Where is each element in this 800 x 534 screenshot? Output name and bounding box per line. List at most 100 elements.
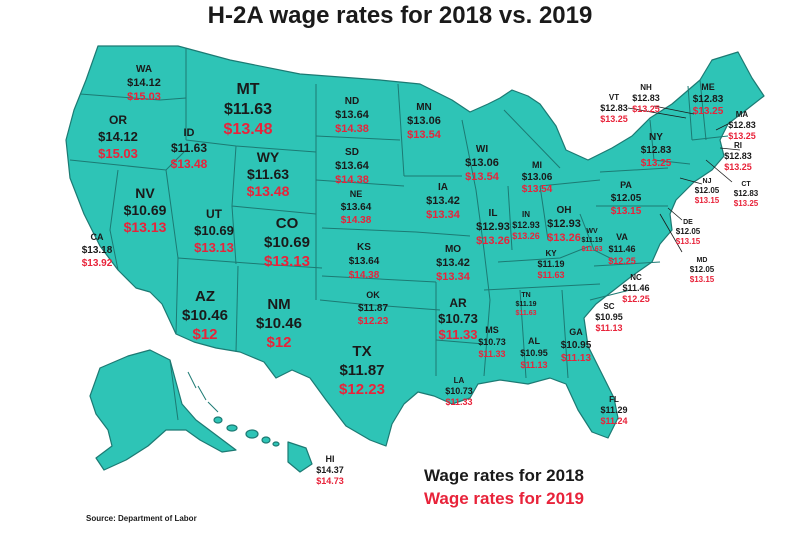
- state-abbr: MI: [532, 160, 542, 170]
- state-abbr: MN: [416, 102, 432, 113]
- state-borders: [69, 48, 729, 379]
- wage-2019: $12: [192, 326, 217, 343]
- state-abbr: CT: [741, 181, 751, 188]
- state-abbr: TN: [521, 292, 530, 299]
- state-label-de: DE$12.05$13.15: [676, 219, 701, 246]
- wage-2019: $13.15: [676, 237, 701, 246]
- state-abbr: NM: [267, 296, 290, 313]
- wage-2018: $12.05: [695, 186, 720, 195]
- state-label-ca: CA $13.18 $13.92: [82, 232, 113, 269]
- state-label-nh: NH$12.83$13.25: [632, 83, 660, 114]
- wage-2019: $14.38: [341, 215, 372, 226]
- state-label-ma: MA$12.83$13.25: [728, 110, 756, 141]
- state-abbr: VT: [609, 93, 619, 102]
- wage-2018: $11.87: [358, 303, 388, 314]
- wage-2018: $12.83: [724, 151, 752, 161]
- wage-2019: $13.48: [224, 121, 273, 138]
- state-abbr: CO: [276, 215, 299, 232]
- state-abbr: UT: [206, 207, 223, 221]
- wage-2019: $14.38: [335, 174, 369, 186]
- wage-2018: $10.46: [182, 307, 228, 324]
- state-abbr: WA: [136, 64, 152, 75]
- wage-2018: $13.06: [465, 157, 499, 169]
- wage-2019: $13.25: [734, 199, 759, 208]
- wage-2018: $14.37: [316, 465, 344, 475]
- wage-2019: $13.15: [690, 275, 715, 284]
- wage-2018: $10.69: [124, 202, 167, 218]
- state-abbr: GA: [569, 327, 583, 337]
- state-label-mi: MI $13.06$13.54: [522, 160, 553, 195]
- wage-2018: $10.95: [595, 312, 623, 322]
- state-label-wy: WY$11.63$13.48: [247, 149, 290, 199]
- state-abbr: NE: [350, 189, 363, 199]
- wage-2019: $13.25: [728, 131, 756, 141]
- leader-lines: [627, 105, 741, 253]
- wage-2019: $11.63: [537, 270, 564, 280]
- wage-2019: $13.34: [426, 209, 461, 221]
- state-abbr: MD: [697, 257, 708, 264]
- state-label-or: OR $14.12 $15.03: [98, 113, 138, 161]
- wage-2018: $11.63: [247, 166, 289, 182]
- wage-2018: $13.64: [335, 109, 370, 121]
- state-label-mo: MO $13.42 $13.34: [436, 244, 471, 283]
- state-abbr: SD: [345, 147, 359, 158]
- state-abbr: OH: [557, 205, 572, 216]
- state-abbr: WY: [257, 149, 280, 165]
- wage-2019: $13.25: [600, 114, 628, 124]
- wage-2019: $13.25: [641, 158, 672, 169]
- wage-2019: $11.33: [478, 349, 505, 359]
- wage-2018: $11.63: [224, 101, 272, 118]
- wage-2018: $13.64: [349, 256, 380, 267]
- state-abbr: WI: [476, 144, 488, 155]
- wage-2019: $13.54: [465, 171, 500, 183]
- state-label-al: AL $10.95 $11.13: [520, 336, 548, 370]
- wage-2018: $12.83: [641, 145, 672, 156]
- wage-2019: $11.33: [445, 397, 472, 407]
- state-abbr: IA: [438, 182, 448, 193]
- wage-2019: $11.63: [515, 310, 536, 317]
- state-abbr: NY: [649, 132, 663, 143]
- wage-2019: $13.13: [264, 253, 310, 270]
- state-label-hi: HI$14.37$14.73: [316, 454, 344, 486]
- state-abbr: ID: [184, 127, 195, 139]
- wage-2018: $11.63: [171, 141, 207, 155]
- state-abbr: OK: [366, 290, 380, 300]
- wage-2019: $13.54: [407, 129, 442, 141]
- wage-2018: $13.18: [82, 245, 113, 256]
- state-abbr: ND: [345, 96, 359, 107]
- wage-2019: $11.24: [600, 416, 627, 426]
- wage-2019: $11.13: [520, 360, 547, 370]
- state-label-wv: WV $11.19 $11.63: [581, 228, 602, 253]
- wage-2019: $13.13: [124, 219, 167, 235]
- wage-2018: $11.19: [537, 259, 564, 269]
- state-abbr: HI: [326, 454, 335, 464]
- state-abbr: MA: [736, 110, 749, 119]
- state-abbr: MS: [485, 325, 499, 335]
- wage-2018: $13.06: [407, 115, 441, 127]
- state-abbr: PA: [620, 180, 632, 190]
- state-label-az: AZ $10.46 $12: [182, 288, 228, 343]
- wage-2018: $11.19: [581, 237, 602, 244]
- wage-2019: $13.13: [194, 240, 234, 255]
- wage-2019: $13.25: [724, 162, 752, 172]
- wage-2018: $12.05: [690, 265, 715, 274]
- wage-2019: $13.15: [611, 206, 642, 217]
- state-abbr: RI: [734, 141, 742, 150]
- state-label-pa: PA $12.05 $13.15: [611, 180, 642, 217]
- state-label-ct: CT$12.83$13.25: [734, 181, 759, 208]
- source-note: Source: Department of Labor: [86, 514, 197, 523]
- state-abbr: KS: [357, 242, 371, 253]
- state-label-md: MD$12.05$13.15: [690, 257, 715, 284]
- wage-2018: $13.64: [341, 202, 372, 213]
- wage-2019: $13.48: [247, 183, 290, 199]
- state-label-me: ME $12.83$13.25: [693, 82, 724, 117]
- state-label-vt: VT$12.83$13.25: [600, 93, 628, 124]
- state-abbr: MT: [236, 81, 259, 98]
- wage-2018: $12.83: [728, 120, 756, 130]
- wage-2019: $14.38: [349, 270, 380, 281]
- wage-2018: $10.73: [445, 386, 473, 396]
- state-label-nv: NV$10.69$13.13: [124, 185, 167, 235]
- state-label-in: IN$12.93$13.26: [512, 210, 540, 241]
- state-abbr: WV: [586, 228, 598, 235]
